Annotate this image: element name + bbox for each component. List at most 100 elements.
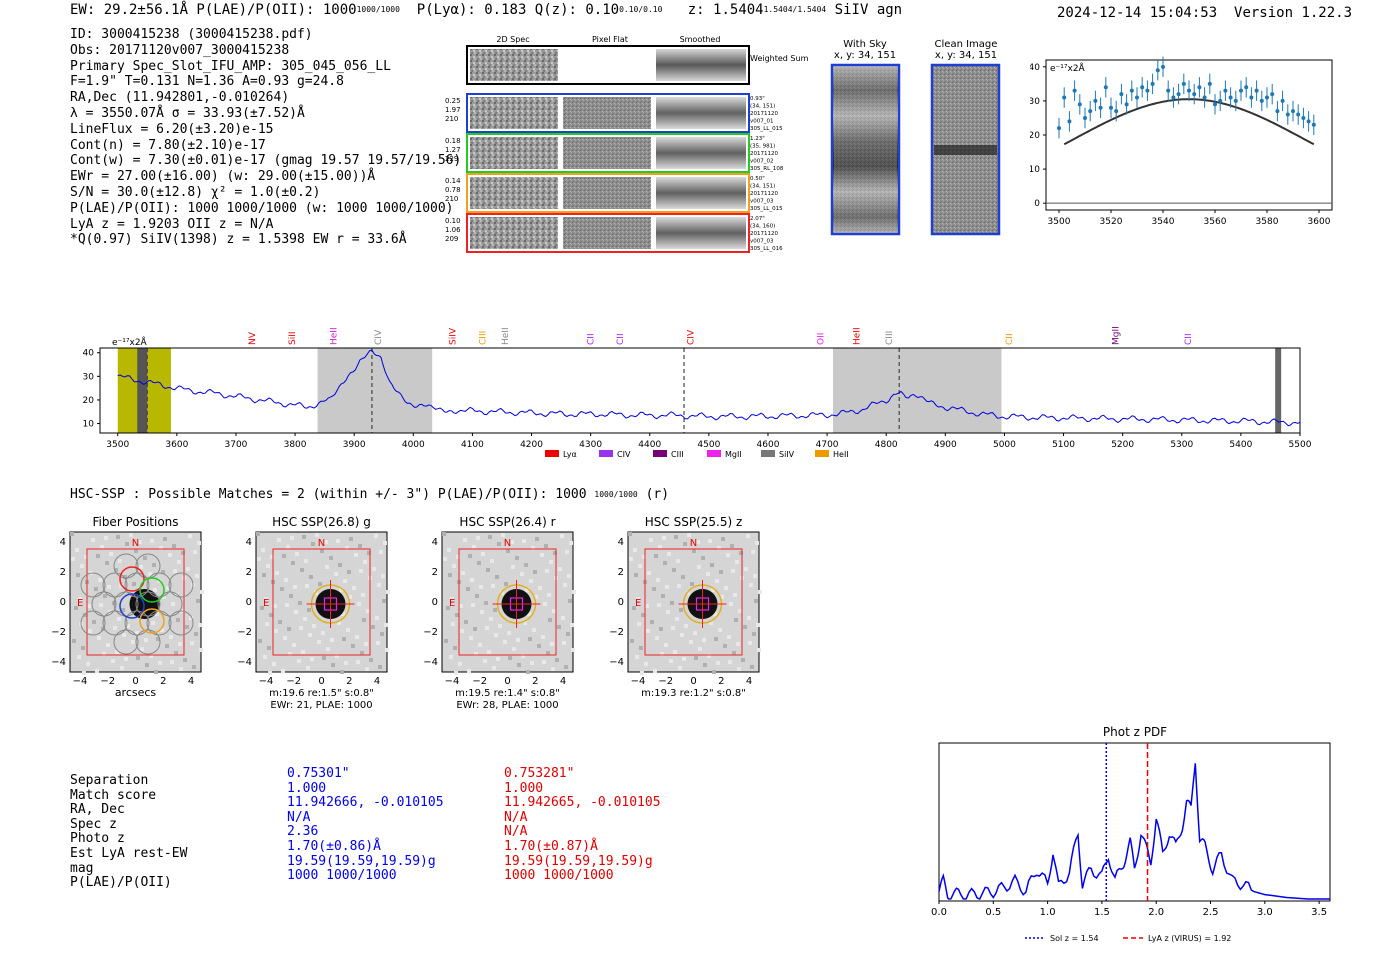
- zoom-point: [1155, 68, 1160, 73]
- hsc-noise-pixel: [572, 590, 576, 594]
- spec-ytick-label: 20: [83, 396, 95, 406]
- zoom-point: [1275, 109, 1280, 114]
- hsc-noise-pixel: [634, 573, 638, 577]
- hsc-noise-pixel: [532, 628, 536, 632]
- hsc-noise-pixel: [487, 650, 491, 654]
- spec-shaded-region: [317, 348, 433, 433]
- zoom-point: [1098, 105, 1103, 110]
- hsc-noise-pixel: [281, 669, 285, 673]
- hsc-noise-pixel: [344, 661, 348, 665]
- cutout-row-left-label: 229: [445, 155, 458, 163]
- hsc-noise-pixel: [468, 554, 472, 558]
- spec-line-label: HeII: [329, 327, 339, 345]
- cutout-row-right-label: 1.23": [750, 136, 765, 142]
- hsc-noise-pixel: [555, 658, 559, 662]
- hsc-noise-pixel: [727, 635, 731, 639]
- hsc-noise-pixel: [86, 662, 90, 666]
- hsc-noise-pixel: [754, 599, 758, 603]
- hsc-noise-pixel: [463, 538, 467, 542]
- photz-xtick-label: 3.0: [1257, 907, 1273, 918]
- hsc-noise-pixel: [444, 639, 448, 643]
- hsc-noise-pixel: [100, 545, 104, 549]
- hsc-noise-pixel: [158, 661, 162, 665]
- hsc-noise-pixel: [660, 652, 664, 656]
- hsc-noise-pixel: [548, 618, 552, 622]
- weighted-smoothed: [656, 49, 746, 81]
- hsc-noise-pixel: [196, 599, 200, 603]
- hsc-noise-pixel: [666, 610, 670, 614]
- zoom-point: [1285, 112, 1290, 117]
- hsc-noise-pixel: [728, 660, 732, 664]
- spec-ytick-label: 40: [83, 349, 95, 359]
- hsc-title: HSC-SSP : Possible Matches = 2 (within +…: [70, 487, 669, 502]
- photz-pdf-line: [938, 763, 1330, 900]
- hsc-noise-pixel: [283, 636, 287, 640]
- hsc-noise-pixel: [193, 550, 197, 554]
- hsc-noise-pixel: [565, 550, 569, 554]
- hsc-xtick-label: −2: [472, 676, 487, 687]
- hsc-noise-pixel: [166, 586, 170, 590]
- hsc-noise-pixel: [114, 568, 118, 572]
- hsc-title-frac: 1000/1000: [594, 489, 638, 499]
- spec-xtick-label: 3600: [165, 440, 188, 450]
- header-plae-frac: 1000/1000: [356, 5, 400, 14]
- hsc-noise-pixel: [443, 557, 447, 561]
- spec-line-marker: [137, 348, 148, 433]
- match-value: 19.59(19.59,19.59)g: [287, 853, 436, 869]
- spec-line-label: CIV: [686, 329, 696, 345]
- zoom-point: [1161, 64, 1165, 69]
- hsc-noise-pixel: [295, 552, 299, 556]
- hsc-noise-pixel: [303, 617, 307, 621]
- hsc-noise-pixel: [665, 585, 669, 589]
- zoom-point: [1109, 105, 1113, 110]
- hsc-noise-pixel: [340, 670, 344, 674]
- info-line: LineFlux = 6.20(±3.20)e-15: [70, 121, 274, 137]
- hsc-noise-pixel: [755, 541, 759, 545]
- hsc-noise-pixel: [562, 641, 566, 645]
- cutout-smoothed: [656, 217, 746, 249]
- hsc-noise-pixel: [131, 640, 135, 644]
- hsc-noise-pixel: [547, 593, 551, 597]
- hsc-noise-pixel: [646, 629, 650, 633]
- hsc-noise-pixel: [698, 647, 702, 651]
- hsc-noise-pixel: [309, 575, 313, 579]
- zoom-point: [1291, 109, 1295, 114]
- spec-xtick-label: 3900: [343, 440, 366, 450]
- hsc-noise-pixel: [334, 572, 338, 576]
- hsc-noise-pixel: [710, 563, 714, 567]
- fiber-circle: [168, 572, 194, 598]
- hsc-noise-pixel: [658, 545, 662, 549]
- hsc-noise-pixel: [150, 539, 154, 543]
- match-value: N/A: [287, 809, 311, 825]
- photz-axes-frame: [938, 742, 1331, 902]
- hsc-noise-pixel: [560, 534, 564, 538]
- spec-xtick-label: 4200: [520, 440, 543, 450]
- hsc-noise-pixel: [451, 622, 455, 626]
- hsc-noise-pixel: [183, 658, 187, 662]
- hsc-noise-pixel: [346, 628, 350, 632]
- spec-line-label: CIV: [374, 329, 384, 345]
- hsc-ytick-label: 4: [432, 537, 438, 548]
- match-value: 0.753281": [504, 766, 575, 781]
- hsc-noise-pixel: [490, 559, 494, 563]
- hsc-noise-pixel: [195, 574, 199, 578]
- spec-line-label: HeII: [501, 327, 511, 345]
- hsc-noise-pixel: [757, 648, 761, 652]
- zoom-point: [1181, 81, 1186, 86]
- hsc-panel-title: HSC SSP(26.4) r: [459, 515, 555, 529]
- hsc-noise-pixel: [628, 532, 632, 536]
- hsc-noise-pixel: [486, 568, 490, 572]
- hsc-noise-pixel: [684, 624, 688, 628]
- hsc-noise-pixel: [734, 618, 738, 622]
- hsc-noise-pixel: [347, 570, 351, 574]
- spec-xtick-label: 4500: [697, 440, 720, 450]
- hsc-noise-pixel: [686, 591, 690, 595]
- hsc-noise-pixel: [336, 539, 340, 543]
- info-line: RA,Dec (11.942801,-0.010264): [70, 90, 290, 106]
- photz-title: Phot z PDF: [1103, 725, 1167, 739]
- cutout-2dspec: [470, 217, 558, 249]
- hsc-noise-pixel: [132, 582, 136, 586]
- hsc-noise-pixel: [351, 644, 355, 648]
- hsc-aperture-box: [458, 548, 557, 656]
- zoom-point: [1223, 88, 1228, 93]
